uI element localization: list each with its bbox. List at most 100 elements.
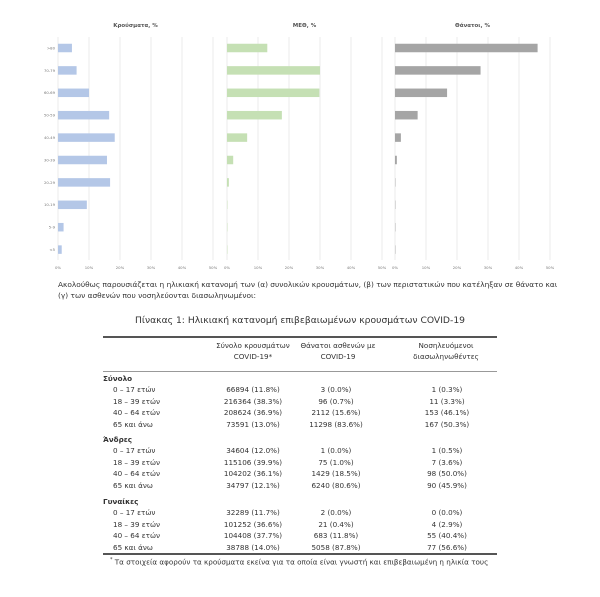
deaths-cell: 3 (0.0%) xyxy=(320,385,352,395)
x-tick-label: 10% xyxy=(254,265,263,270)
intro-paragraph: Ακολούθως παρουσιάζεται η ηλικιακή καταν… xyxy=(58,280,558,300)
y-category-label: 30-39 xyxy=(44,157,56,162)
group-row: Γυναίκες xyxy=(103,497,497,508)
age-group-cell: 40 – 64 ετών xyxy=(113,531,160,541)
y-category-label: 40-49 xyxy=(44,135,56,140)
x-tick-label: 40% xyxy=(347,265,356,270)
group-row: Σύνολο xyxy=(103,374,497,385)
table-top-rule xyxy=(103,336,497,338)
age-group-cell: 65 και άνω xyxy=(113,542,153,552)
x-tick-label: 50% xyxy=(546,265,555,270)
cases-age-chart: Κρούσματα, % 0% 10% 20% 30% 40% 50% >80 70-79 60-… xyxy=(44,22,218,270)
chart-title: Κρούσματα, % xyxy=(113,22,158,29)
age-group-cell: 0 – 17 ετών xyxy=(113,446,156,456)
deaths-cell: 5058 (87.8%) xyxy=(311,542,361,552)
deaths-cell: 1429 (18.5%) xyxy=(311,469,361,479)
bar xyxy=(227,110,282,120)
y-category-label: 50-59 xyxy=(44,113,56,118)
x-tick-label: 30% xyxy=(316,265,325,270)
intubated-cell: 0 (0.0%) xyxy=(431,508,463,518)
table-row: 40 – 64 ετών 208624 (36.9%) 2112 (15.6%)… xyxy=(103,408,497,419)
bar xyxy=(58,133,115,142)
table-row: 18 – 39 ετών 115106 (39.9%) 75 (1.0%) 7 … xyxy=(103,458,497,469)
header-cases: Σύνολο κρουσμάτων COVID-19* xyxy=(216,340,290,362)
age-group-cell: 18 – 39 ετών xyxy=(113,457,160,467)
x-tick-label: 40% xyxy=(178,265,187,270)
header-intubated-line2: διασωληνωθέντες xyxy=(413,352,479,361)
deaths-age-chart: Θάνατοι, % 0% 10% 20% 30% 40% 50% xyxy=(392,22,555,270)
table-row: 65 και άνω 73591 (13.0%) 11298 (83.6%) 1… xyxy=(103,420,497,431)
deaths-cell: 11298 (83.6%) xyxy=(309,419,363,429)
cases-cell: 208624 (36.9%) xyxy=(223,408,283,418)
cases-cell: 34604 (12.0%) xyxy=(226,446,280,456)
intubated-cell: 98 (50.0%) xyxy=(427,469,467,479)
y-category-label: 20-29 xyxy=(44,180,56,185)
group-label: Γυναίκες xyxy=(103,497,139,506)
bar xyxy=(58,110,110,120)
bar xyxy=(227,43,268,53)
bar xyxy=(58,155,107,165)
table-row: 40 – 64 ετών 104202 (36.1%) 1429 (18.5%)… xyxy=(103,469,497,480)
bar xyxy=(395,43,538,53)
x-tick-label: 50% xyxy=(209,265,218,270)
table-row: 0 – 17 ετών 66894 (11.8%) 3 (0.0%) 1 (0.… xyxy=(103,385,497,396)
y-category-label: 10-19 xyxy=(44,202,56,207)
deaths-cell: 2 (0.0%) xyxy=(320,508,352,518)
table-header: Σύνολο κρουσμάτων COVID-19* Θάνατοι ασθεν… xyxy=(103,340,497,370)
intubated-cell: 77 (56.6%) xyxy=(427,542,467,552)
x-tick-label: 10% xyxy=(85,265,94,270)
x-tick-label: 30% xyxy=(484,265,493,270)
header-cases-line1: Σύνολο κρουσμάτων xyxy=(216,341,290,350)
footnote-text: Τα στοιχεία αφορούν τα κρούσματα εκείνα … xyxy=(114,557,489,567)
intubated-cell: 167 (50.3%) xyxy=(424,419,470,429)
x-tick-label: 10% xyxy=(422,265,431,270)
bar xyxy=(58,88,89,98)
age-group-cell: 65 και άνω xyxy=(113,480,153,490)
table-row: 18 – 39 ετών 101252 (36.6%) 21 (0.4%) 4 … xyxy=(103,520,497,531)
icu-age-chart: ΜΕΘ, % 0% 10% 20% 30% 40% 50% xyxy=(224,23,387,270)
bar xyxy=(58,43,72,53)
bar xyxy=(227,66,320,75)
chart-title: ΜΕΘ, % xyxy=(293,23,317,29)
cases-cell: 32289 (11.7%) xyxy=(226,508,280,518)
y-category-label: <5 xyxy=(49,247,55,252)
x-tick-label: 20% xyxy=(285,265,294,270)
deaths-cell: 2112 (15.6%) xyxy=(311,408,361,418)
header-deaths: Θάνατοι ασθενών με COVID-19 xyxy=(301,340,376,362)
footnote-mark: * xyxy=(110,557,113,563)
intubated-cell: 1 (0.3%) xyxy=(431,385,463,395)
header-intubated: Νοσηλευόμενοι διασωληνωθέντες xyxy=(413,340,479,362)
table-row: 65 και άνω 38788 (14.0%) 5058 (87.8%) 77… xyxy=(103,543,497,554)
bar xyxy=(227,178,229,187)
bar xyxy=(58,245,62,254)
age-group-cell: 0 – 17 ετών xyxy=(113,508,156,518)
bar xyxy=(58,66,77,75)
table-row: 18 – 39 ετών 216364 (38.3%) 96 (0.7%) 11… xyxy=(103,397,497,408)
x-tick-label: 0% xyxy=(392,265,398,270)
intubated-cell: 1 (0.5%) xyxy=(431,446,463,456)
table-row: 0 – 17 ετών 32289 (11.7%) 2 (0.0%) 0 (0.… xyxy=(103,508,497,519)
intubated-cell: 4 (2.9%) xyxy=(431,519,463,529)
x-tick-label: 50% xyxy=(378,265,387,270)
intubated-cell: 153 (46.1%) xyxy=(424,408,470,418)
cases-cell: 66894 (11.8%) xyxy=(226,385,280,395)
deaths-cell: 6240 (80.6%) xyxy=(311,480,361,490)
cases-cell: 104202 (36.1%) xyxy=(223,469,283,479)
group-label: Άνδρες xyxy=(103,435,132,444)
group-row: Άνδρες xyxy=(103,435,497,446)
group-label: Σύνολο xyxy=(103,374,133,383)
deaths-cell: 96 (0.7%) xyxy=(318,396,354,406)
y-category-label: 60-69 xyxy=(44,90,56,95)
cases-cell: 73591 (13.0%) xyxy=(226,419,280,429)
table-row: 0 – 17 ετών 34604 (12.0%) 1 (0.0%) 1 (0.… xyxy=(103,446,497,457)
intubated-cell: 90 (45.9%) xyxy=(427,480,467,490)
y-category-label: 70-79 xyxy=(44,68,56,73)
intubated-cell: 7 (3.6%) xyxy=(431,457,463,467)
chart-title: Θάνατοι, % xyxy=(455,22,490,29)
header-deaths-line1: Θάνατοι ασθενών με xyxy=(300,341,376,350)
intubated-cell: 11 (3.3%) xyxy=(429,396,465,406)
cases-cell: 216364 (38.3%) xyxy=(223,396,283,406)
bar xyxy=(227,88,320,98)
x-tick-label: 40% xyxy=(515,265,524,270)
x-tick-label: 20% xyxy=(116,265,125,270)
